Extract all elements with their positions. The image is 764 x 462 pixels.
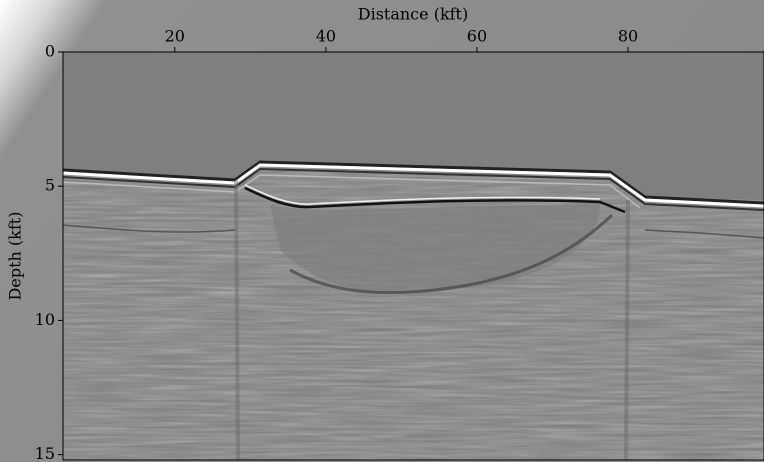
image-texture [63,52,764,460]
y-tick-label: 0 [45,42,55,61]
x-tick-label: 60 [467,27,487,46]
y-tick-label: 15 [35,444,55,462]
x-tick-label: 80 [618,27,638,46]
x-tick-label: 40 [316,27,336,46]
seismic-image [63,52,764,460]
reflectors [63,160,764,460]
x-tick-label: 20 [165,27,185,46]
y-axis-label: Depth (kft) [6,212,25,301]
y-tick-label: 10 [35,310,55,329]
y-tick-label: 5 [45,176,55,195]
x-axis-label: Distance (kft) [358,5,468,24]
plot-frame [62,51,764,461]
